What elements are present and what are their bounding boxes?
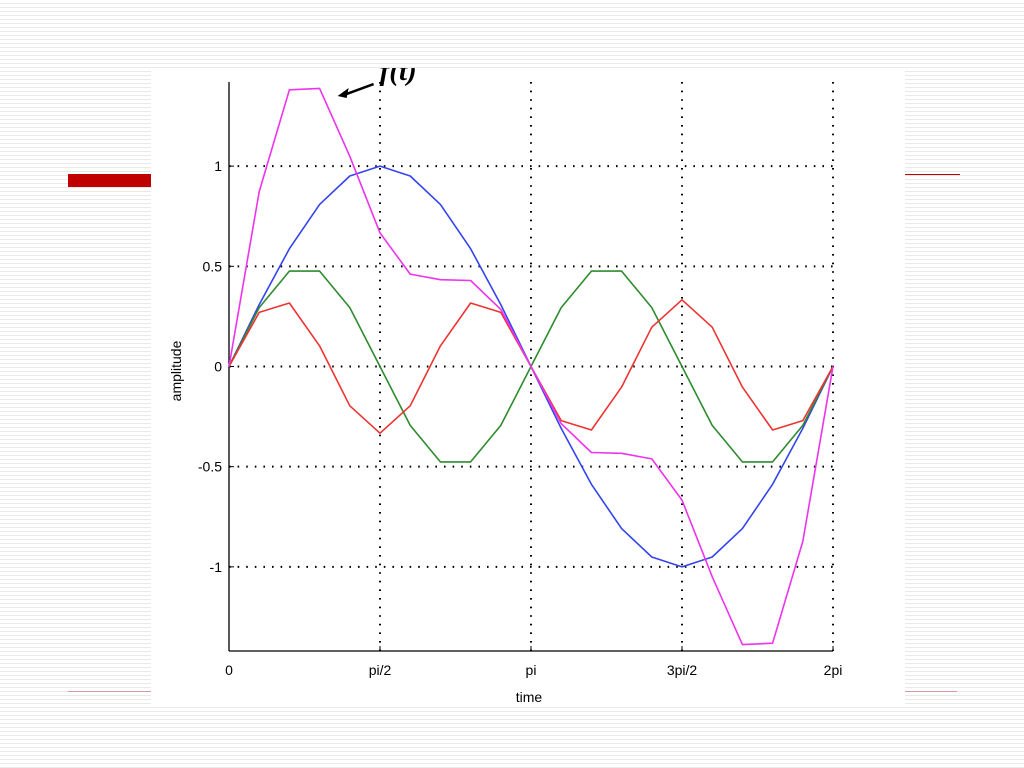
x-tick-label: pi/2: [369, 662, 392, 678]
y-axis-label: amplitude: [168, 340, 184, 401]
y-tick-label: 0.5: [203, 258, 223, 274]
annotation-label: f(t): [380, 68, 417, 87]
x-tick-label: pi: [526, 662, 537, 678]
title-accent-bar: [68, 174, 152, 187]
annotations: f(t): [337, 68, 417, 99]
x-axis-label: time: [516, 689, 543, 705]
chart-figure: 0 pi/2 pi 3pi/2 2pi 1 0.5 0 -0.5 -1 f(t) time amp…: [151, 68, 905, 706]
footer-accent-line-left: [68, 691, 152, 692]
y-tick-label: -0.5: [198, 459, 222, 475]
y-tick-label: 0: [214, 359, 222, 375]
y-tick-label: -1: [210, 559, 223, 575]
title-accent-line: [905, 174, 960, 175]
footer-accent-line-right: [905, 691, 957, 692]
x-tick-label: 3pi/2: [667, 662, 698, 678]
series-line-4: [228, 87, 834, 646]
axes: 0 pi/2 pi 3pi/2 2pi 1 0.5 0 -0.5 -1: [198, 82, 842, 678]
series-lines: [228, 87, 834, 646]
x-tick-label: 2pi: [824, 662, 843, 678]
chart-svg: 0 pi/2 pi 3pi/2 2pi 1 0.5 0 -0.5 -1 f(t) time amp…: [168, 68, 842, 705]
annotation-arrow-shaft: [343, 82, 375, 97]
annotation-arrowhead: [337, 88, 349, 99]
y-tick-label: 1: [214, 158, 222, 174]
x-tick-label: 0: [225, 662, 233, 678]
